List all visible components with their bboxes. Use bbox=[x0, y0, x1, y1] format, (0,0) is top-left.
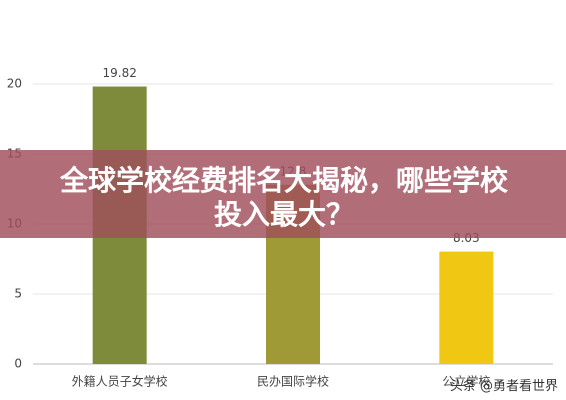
y-tick-label: 5 bbox=[14, 287, 22, 301]
title-banner: 全球学校经费排名大揭秘，哪些学校投入最大？ bbox=[0, 150, 566, 238]
bar bbox=[439, 251, 494, 364]
value-label: 19.82 bbox=[102, 66, 136, 80]
chart-title: 全球学校经费排名大揭秘，哪些学校投入最大？ bbox=[59, 164, 508, 231]
x-tick-label: 外籍人员子女学校 bbox=[72, 374, 168, 389]
x-tick-label: 公立学校 bbox=[442, 374, 490, 389]
x-tick-label: 民办国际学校 bbox=[257, 374, 329, 389]
y-tick-label: 20 bbox=[7, 77, 22, 91]
watermark: 头条 @勇者看世界 bbox=[449, 379, 558, 394]
y-tick-label: 0 bbox=[14, 357, 22, 371]
